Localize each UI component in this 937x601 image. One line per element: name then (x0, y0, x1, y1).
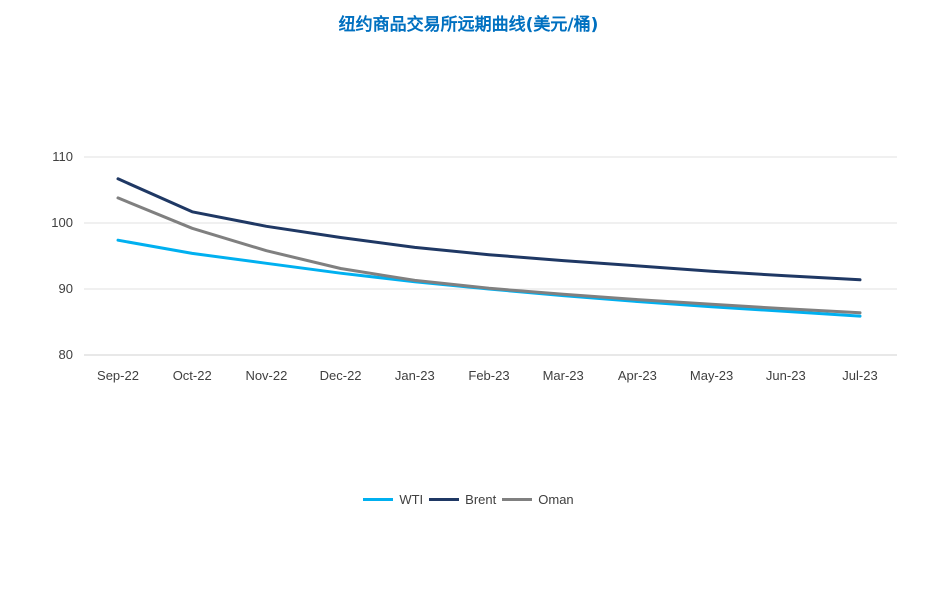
x-tick-label: Nov-22 (245, 368, 287, 383)
y-tick-label: 80 (59, 347, 73, 362)
series-line-oman (116, 196, 862, 315)
legend-swatch (429, 498, 460, 501)
x-tick-label: Mar-23 (543, 368, 584, 383)
y-tick-label: 110 (52, 149, 73, 164)
x-tick-label: Apr-23 (618, 368, 657, 383)
y-tick-label: 90 (59, 281, 73, 296)
legend-label: WTI (399, 492, 424, 507)
x-tick-label: Jan-23 (395, 368, 435, 383)
legend-item-wti: WTI (363, 492, 423, 507)
x-tick-label: May-23 (690, 368, 733, 383)
series-line-brent (116, 177, 862, 282)
chart-title: 纽约商品交易所远期曲线(美元/桶) (338, 15, 599, 35)
x-tick-label: Oct-22 (173, 368, 212, 383)
legend-label: Oman (538, 492, 574, 507)
x-tick-label: Jun-23 (766, 368, 806, 383)
series-lines (116, 177, 862, 318)
legend-item-oman: Oman (502, 492, 574, 507)
x-tick-label: Sep-22 (97, 368, 139, 383)
x-tick-label: Jul-23 (842, 368, 877, 383)
series-line-wti (116, 238, 862, 318)
chart-legend: WTI Brent Oman (0, 492, 937, 507)
legend-item-brent: Brent (429, 492, 496, 507)
x-tick-label: Dec-22 (320, 368, 362, 383)
y-axis-tick-labels: 80 90 100 110 (51, 149, 73, 362)
legend-swatch (502, 498, 533, 501)
y-tick-label: 100 (51, 215, 73, 230)
x-axis-tick-labels: Sep-22 Oct-22 Nov-22 Dec-22 Jan-23 Feb-23 Mar-… (97, 368, 878, 383)
x-tick-label: Feb-23 (468, 368, 509, 383)
legend-swatch (363, 498, 394, 501)
legend-label: Brent (465, 492, 497, 507)
